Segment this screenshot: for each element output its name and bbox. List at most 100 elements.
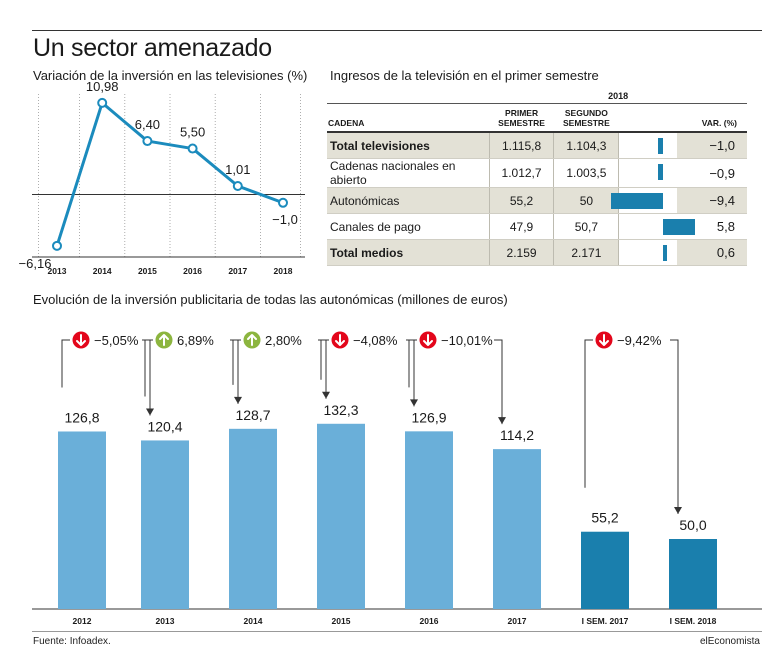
line-tick-2014: 2014	[93, 266, 112, 276]
table-row: Total medios 2.159 2.171 0,6	[327, 239, 747, 266]
bar-2012	[58, 431, 106, 609]
var-bar	[663, 219, 696, 235]
line-point-2013	[52, 240, 62, 251]
table-cell-var-bar	[618, 239, 678, 266]
table-row: Cadenas nacionales en abierto 1.012,7 1.00…	[327, 158, 747, 188]
line-point-2015	[142, 136, 153, 147]
table-cell-h1: 47,9	[488, 213, 554, 240]
change-connector-start	[232, 339, 241, 385]
line-point-2017	[232, 181, 243, 192]
var-bar	[663, 245, 667, 261]
arrow-glyph	[247, 334, 257, 346]
table-header-row: CADENA PRIMER SEMESTRE SEGUNDO SEMESTRE …	[327, 103, 747, 133]
change-arrowhead	[498, 417, 506, 425]
change-indicator-5: −9,42%	[584, 331, 682, 514]
change-label: 2,80%	[265, 333, 302, 348]
table-cell-h1: 55,2	[488, 187, 554, 214]
change-label: 6,89%	[177, 333, 214, 348]
change-connector-end	[406, 339, 415, 407]
line-tick-2015: 2015	[138, 266, 157, 276]
bar-value-label-I SEM. 2018: 50,0	[679, 517, 706, 533]
line-chart-subtitle: Variación de la inversión en las televis…	[33, 68, 308, 83]
change-arrowhead	[410, 399, 418, 407]
arrow-glyph	[159, 334, 169, 346]
line-point-2014	[97, 97, 108, 108]
bar-value-label-I SEM. 2017: 55,2	[591, 510, 618, 526]
table-cell-h2: 50,7	[553, 213, 619, 240]
line-point-2016	[187, 143, 198, 154]
bar-value-label-2012: 126,8	[64, 409, 99, 425]
line-point-2018	[278, 197, 288, 208]
bar-tick-I SEM. 2018: I SEM. 2018	[670, 616, 717, 626]
table-cell-name: Total medios	[327, 239, 490, 266]
change-connector-end	[494, 339, 503, 425]
var-bar	[658, 164, 664, 180]
bar-tick-2017: 2017	[508, 616, 527, 626]
bar-2016	[405, 431, 453, 609]
table-cell-var: −9,4	[677, 187, 747, 214]
change-indicator-1: 6,89%	[144, 331, 242, 404]
change-label: −9,42%	[617, 333, 662, 348]
line-data-label-2013: −6,16	[19, 256, 52, 271]
source-note: Fuente: Infoadex.	[33, 636, 111, 647]
table-cell-h1: 1.012,7	[488, 158, 554, 188]
change-arrowhead	[322, 391, 330, 399]
change-connector-end	[142, 339, 151, 416]
bar-value-label-2017: 114,2	[500, 427, 534, 443]
table-cell-var: −0,9	[677, 158, 747, 188]
bar-value-label-2016: 126,9	[411, 409, 446, 425]
change-label: −4,08%	[353, 333, 398, 348]
col-header-h2: SEGUNDO SEMESTRE	[553, 103, 619, 133]
footer-rule	[32, 631, 762, 632]
table-row: Autonómicas 55,2 50 −9,4	[327, 187, 747, 214]
table-cell-var: 0,6	[677, 239, 747, 266]
change-indicator-0: −5,05%	[61, 331, 154, 416]
line-series	[55, 101, 284, 247]
var-bar	[657, 138, 664, 154]
line-data-label-2017: 1,01	[225, 162, 250, 177]
table-cell-var-bar	[611, 187, 678, 214]
page-title: Un sector amenazado	[33, 34, 272, 62]
change-connector-end	[318, 339, 327, 399]
bar-2015	[317, 423, 365, 609]
line-data-label-2014: 10,98	[86, 79, 119, 94]
arrow-glyph	[76, 334, 86, 346]
change-connector-end	[670, 339, 679, 514]
bar-chart: 126,8 2012 120,4 2013 128,7 2014 132,3 2015 126,…	[32, 331, 762, 626]
table-cell-name: Cadenas nacionales en abierto	[327, 158, 490, 188]
table-row: Total televisiones 1.115,8 1.104,3 −1,0	[327, 132, 747, 159]
table-cell-var: −1,0	[677, 132, 747, 159]
bar-value-label-2015: 132,3	[323, 402, 358, 418]
line-tick-2018: 2018	[274, 266, 293, 276]
change-connector-end	[230, 339, 239, 404]
col-header-cadena: CADENA	[327, 103, 490, 133]
bar-tick-2013: 2013	[156, 616, 175, 626]
col-header-h1: PRIMER SEMESTRE	[489, 103, 554, 133]
line-tick-2013: 2013	[48, 266, 67, 276]
line-data-label-2016: 5,50	[180, 125, 205, 140]
income-table: 2018 CADENA PRIMER SEMESTRE SEGUNDO SEME…	[327, 90, 747, 266]
change-connector-start	[584, 339, 593, 488]
change-connector-start	[408, 339, 417, 388]
change-arrowhead	[234, 396, 242, 404]
bar-chart-subtitle: Evolución de la inversión publicitaria d…	[33, 292, 508, 307]
bar-tick-2016: 2016	[420, 616, 439, 626]
table-year-header: 2018	[489, 90, 747, 104]
table-cell-name: Total televisiones	[327, 132, 490, 159]
line-tick-2016: 2016	[183, 266, 202, 276]
table-cell-h1: 1.115,8	[488, 132, 554, 159]
top-rule	[32, 30, 762, 31]
change-indicator-4: −10,01%	[408, 331, 506, 425]
table-cell-name: Canales de pago	[327, 213, 490, 240]
change-label: −5,05%	[94, 333, 139, 348]
bar-2014	[229, 428, 277, 609]
table-cell-var-bar	[618, 213, 696, 240]
table-cell-h2: 50	[553, 187, 619, 214]
arrow-glyph	[423, 334, 433, 346]
bar-tick-I SEM. 2017: I SEM. 2017	[582, 616, 629, 626]
table-row: Canales de pago 47,9 50,7 5,8	[327, 213, 747, 240]
change-connector-start	[320, 339, 329, 380]
bar-tick-2015: 2015	[332, 616, 351, 626]
bar-value-label-2013: 120,4	[147, 418, 182, 434]
bar-tick-2014: 2014	[244, 616, 263, 626]
